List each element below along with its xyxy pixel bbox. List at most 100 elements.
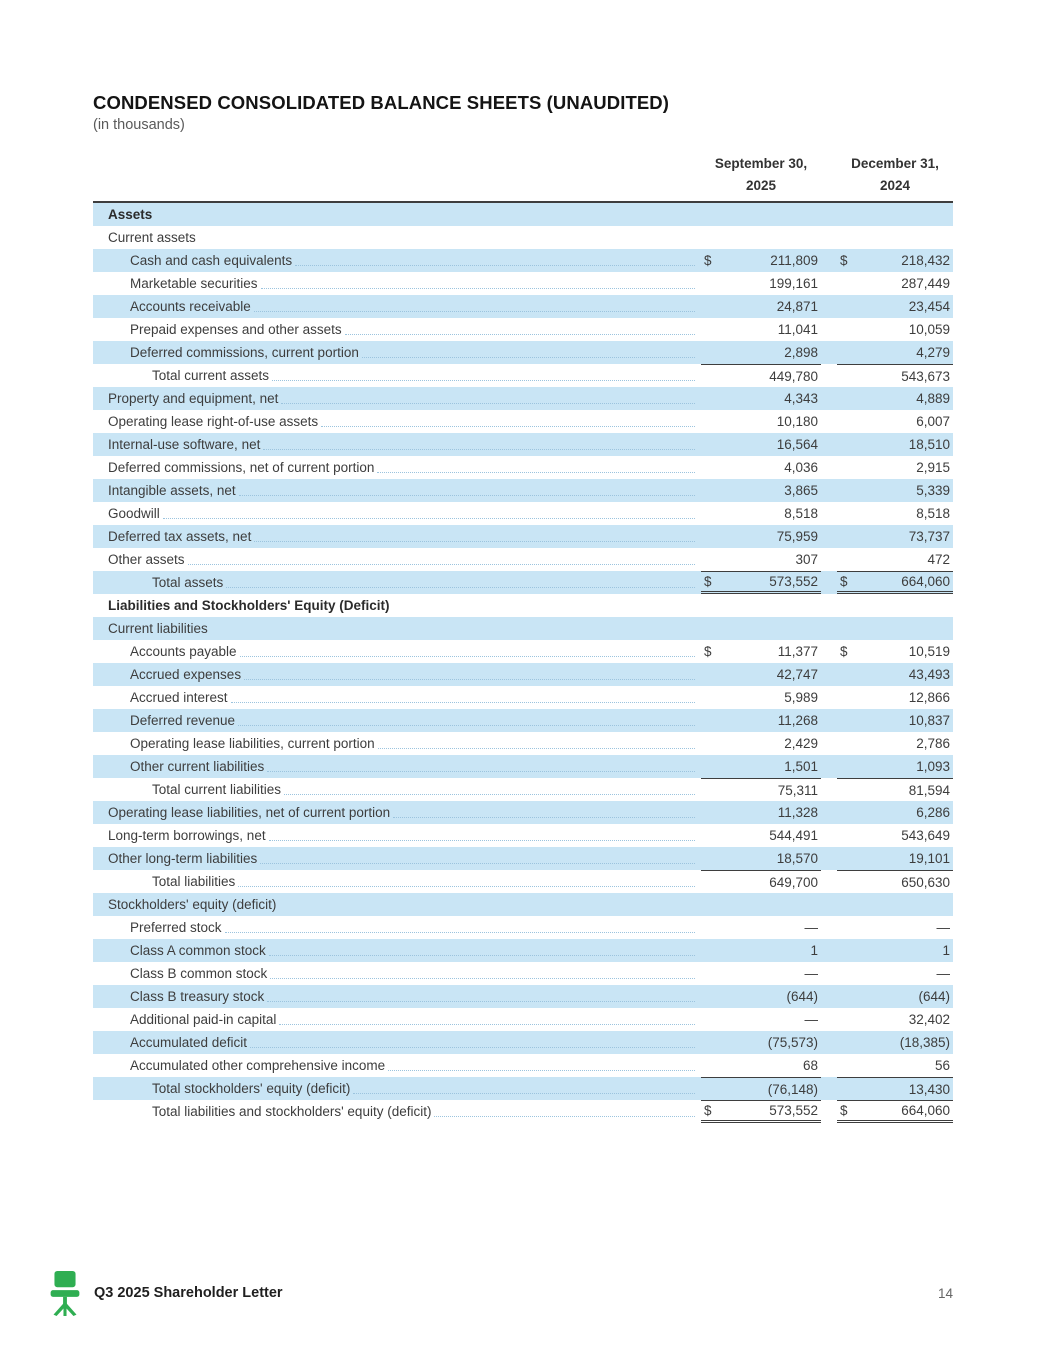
dotted-leader: [388, 1070, 695, 1072]
cell-value: 11,041: [777, 322, 818, 338]
cell-value: 8,518: [916, 506, 950, 522]
value-cell-2025: 1,501: [701, 755, 821, 778]
table-row: Deferred revenue 11,268 10,837: [93, 709, 953, 733]
value-cell-2025: 307: [701, 548, 821, 571]
dotted-leader: [377, 748, 695, 750]
cell-value: 2,786: [916, 736, 950, 752]
value-cell-2025: 8,518: [701, 502, 821, 525]
cell-value: 11,377: [777, 644, 818, 660]
dotted-leader: [353, 1093, 695, 1095]
cell-value: 4,889: [916, 391, 950, 407]
table-row: Deferred commissions, current portion 2,…: [93, 341, 953, 365]
column-gap: [821, 594, 837, 617]
value-cell-2024: 73,737: [837, 525, 953, 548]
value-cell-2024: $ 218,432: [837, 249, 953, 272]
cell-value: —: [936, 966, 951, 982]
table-row: Total current liabilities 75,311 81,594: [93, 778, 953, 801]
cell-value: 68: [802, 1058, 818, 1074]
value-cell-2024: 543,673: [837, 364, 953, 387]
value-cell-2025: 68: [701, 1054, 821, 1077]
cell-value: 211,809: [770, 253, 818, 269]
balance-sheet-table: September 30, 2025 December 31, 2024 Ass…: [93, 153, 953, 1124]
value-cell-2024: 472: [837, 548, 953, 571]
cell-value: 1: [810, 943, 818, 959]
value-cell-2024: 4,279: [837, 341, 953, 364]
column-header-2025-line2: 2025: [745, 177, 777, 193]
row-label: Operating lease liabilities, current por…: [130, 736, 375, 752]
table-row: Total current assets 449,780 543,673: [93, 364, 953, 387]
page-footer: Q3 2025 Shareholder Letter 14: [48, 1268, 953, 1318]
column-gap: [821, 433, 837, 456]
value-cell-2024: 43,493: [837, 663, 953, 686]
value-cell-2024: 10,059: [837, 318, 953, 341]
row-label: Accumulated deficit: [130, 1035, 248, 1051]
column-gap: [821, 847, 837, 870]
dollar-sign: $: [840, 1103, 848, 1119]
value-cell-2025: 75,959: [701, 525, 821, 548]
row-label: Intangible assets, net: [108, 483, 236, 499]
value-cell-2025: 199,161: [701, 272, 821, 295]
dollar-sign: $: [840, 644, 848, 660]
value-cell-2025: [701, 893, 821, 916]
table-row: Total stockholders' equity (deficit) (76…: [93, 1077, 953, 1101]
cell-value: 472: [927, 552, 950, 568]
dollar-sign: $: [840, 574, 848, 590]
row-label: Accumulated other comprehensive income: [130, 1058, 386, 1074]
table-row: Property and equipment, net 4,343 4,889: [93, 387, 953, 411]
table-row: Liabilities and Stockholders' Equity (De…: [93, 594, 953, 617]
dollar-sign: $: [704, 1103, 712, 1119]
column-gap: [821, 686, 837, 709]
dotted-leader: [162, 518, 695, 520]
cell-value: —: [936, 920, 951, 936]
value-cell-2024: 13,430: [837, 1077, 953, 1100]
value-cell-2024: 2,786: [837, 732, 953, 755]
value-cell-2025: [701, 617, 821, 640]
column-gap: [821, 709, 837, 732]
cell-value: 12,866: [908, 690, 950, 706]
row-label: Other current liabilities: [130, 759, 265, 775]
dotted-leader: [344, 334, 695, 336]
cell-value: 19,101: [908, 851, 950, 867]
value-cell-2024: 6,007: [837, 410, 953, 433]
value-cell-2025: 1: [701, 939, 821, 962]
value-cell-2025: 2,429: [701, 732, 821, 755]
page-number: 14: [937, 1285, 953, 1301]
column-gap: [821, 1031, 837, 1054]
row-label: Goodwill: [108, 506, 160, 522]
dotted-leader: [270, 978, 695, 980]
cell-value: 18,570: [776, 851, 818, 867]
column-gap: [821, 732, 837, 755]
column-gap: [821, 1054, 837, 1077]
table-row: Cash and cash equivalents $ 211,809 $ 21…: [93, 249, 953, 273]
column-gap: [821, 617, 837, 640]
table-row: Internal-use software, net 16,564 18,510: [93, 433, 953, 457]
table-row: Stockholders' equity (deficit): [93, 893, 953, 917]
units-note: (in thousands): [93, 117, 185, 133]
row-label: Deferred revenue: [130, 713, 236, 729]
table-row: Accounts payable $ 11,377 $ 10,519: [93, 640, 953, 663]
cell-value: 10,059: [908, 322, 950, 338]
value-cell-2025: 24,871: [701, 295, 821, 318]
dotted-leader: [224, 932, 695, 934]
value-cell-2024: 1: [837, 939, 953, 962]
value-cell-2024: 18,510: [837, 433, 953, 456]
table-row: Operating lease right-of-use assets 10,1…: [93, 410, 953, 433]
value-cell-2024: $ 10,519: [837, 640, 953, 663]
dotted-leader: [377, 472, 695, 474]
row-label: Other long-term liabilities: [108, 851, 258, 867]
dollar-sign: $: [704, 644, 712, 660]
value-cell-2025: 4,343: [701, 387, 821, 410]
row-label: Deferred tax assets, net: [108, 529, 252, 545]
dotted-leader: [281, 403, 695, 405]
value-cell-2024: [837, 203, 953, 226]
row-label: Total current assets: [152, 368, 270, 384]
value-cell-2025: (76,148): [701, 1077, 821, 1100]
column-gap: [821, 824, 837, 847]
value-cell-2024: 287,449: [837, 272, 953, 295]
value-cell-2024: 5,339: [837, 479, 953, 502]
row-label: Total current liabilities: [152, 782, 282, 798]
value-cell-2024: [837, 226, 953, 249]
row-label: Stockholders' equity (deficit): [108, 897, 277, 913]
dotted-leader: [238, 495, 695, 497]
column-gap: [821, 755, 837, 778]
